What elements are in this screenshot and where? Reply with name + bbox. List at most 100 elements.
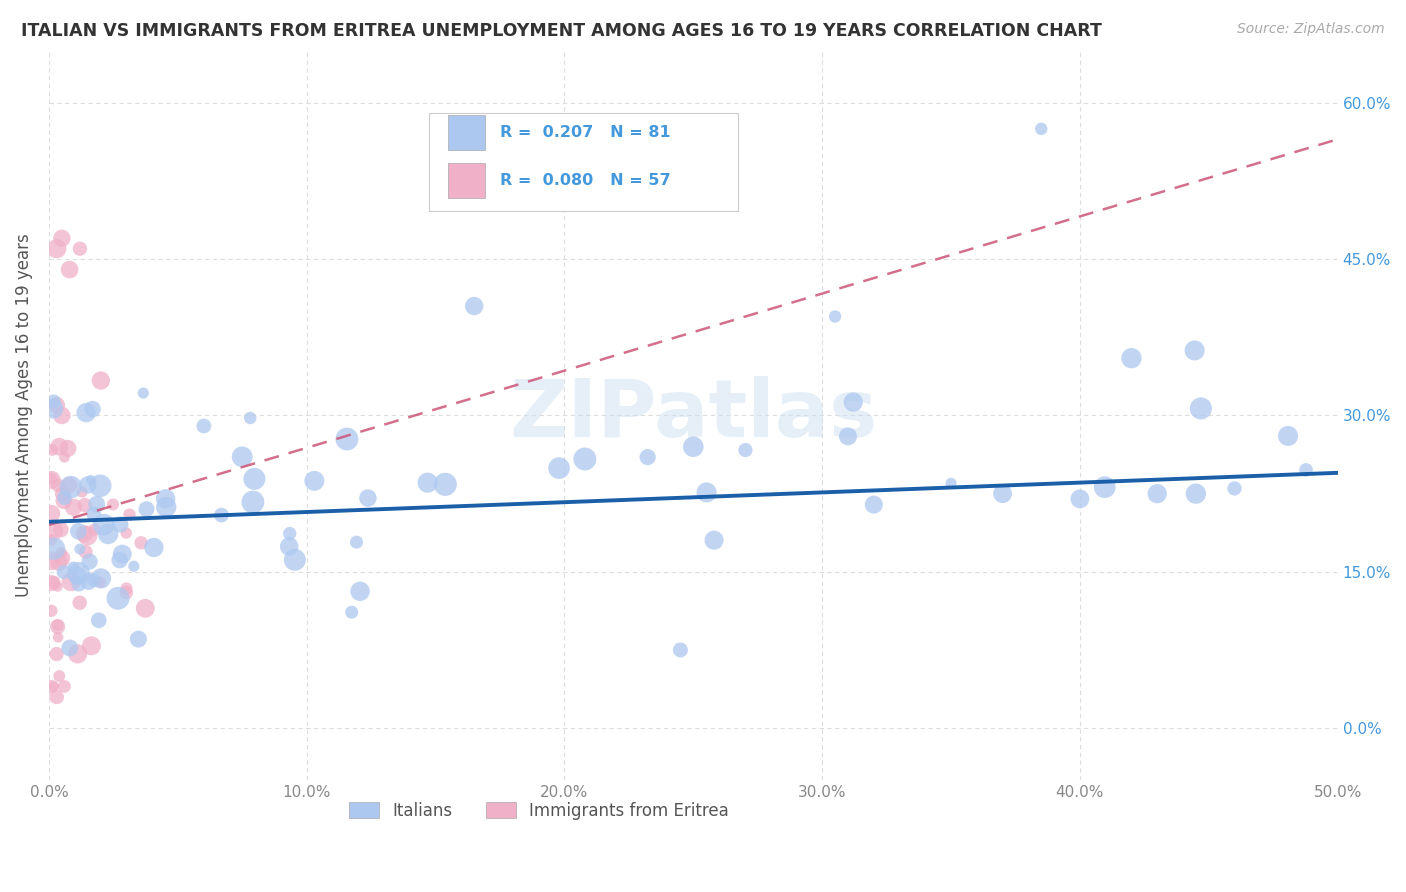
Point bbox=[73, 498, 96, 512]
Point bbox=[46, 478, 69, 492]
Point bbox=[46, 580, 69, 594]
Text: ZIPatlas: ZIPatlas bbox=[509, 376, 877, 455]
FancyBboxPatch shape bbox=[429, 112, 738, 211]
Point bbox=[1223, 482, 1246, 496]
Point bbox=[83, 523, 105, 537]
Point bbox=[243, 472, 266, 486]
Point bbox=[59, 574, 82, 589]
Point bbox=[336, 432, 359, 446]
Point bbox=[89, 575, 111, 590]
Point bbox=[45, 398, 67, 412]
Point bbox=[1031, 121, 1053, 136]
Point bbox=[1146, 486, 1168, 500]
Point bbox=[59, 480, 82, 494]
Point bbox=[76, 478, 98, 492]
Point bbox=[77, 574, 100, 589]
Point bbox=[90, 374, 112, 388]
Point bbox=[80, 639, 103, 653]
Point bbox=[242, 495, 264, 509]
Point bbox=[49, 546, 72, 560]
Point bbox=[734, 443, 756, 458]
Point bbox=[193, 419, 215, 434]
Point bbox=[991, 486, 1014, 500]
Point bbox=[135, 502, 157, 516]
Point bbox=[129, 536, 152, 550]
Point bbox=[41, 604, 63, 618]
Point bbox=[79, 555, 101, 569]
Point bbox=[42, 680, 65, 694]
Point bbox=[416, 475, 439, 490]
Point bbox=[682, 440, 704, 454]
Point bbox=[59, 640, 82, 655]
Point bbox=[67, 577, 90, 591]
Point bbox=[118, 508, 141, 522]
Point bbox=[1184, 343, 1206, 358]
Point bbox=[1189, 401, 1212, 416]
Point bbox=[62, 560, 84, 574]
Point bbox=[51, 409, 73, 423]
Point bbox=[349, 584, 371, 599]
Point bbox=[52, 565, 75, 579]
Point bbox=[209, 508, 232, 522]
Point bbox=[669, 643, 692, 657]
Point bbox=[703, 533, 725, 548]
Point bbox=[939, 476, 962, 491]
Point bbox=[239, 411, 262, 425]
Point bbox=[1121, 351, 1143, 366]
Point bbox=[73, 526, 96, 541]
Text: Source: ZipAtlas.com: Source: ZipAtlas.com bbox=[1237, 22, 1385, 37]
Point bbox=[107, 591, 129, 606]
Point bbox=[58, 262, 80, 277]
Point bbox=[69, 596, 91, 610]
Point bbox=[97, 527, 120, 541]
Point bbox=[155, 491, 177, 506]
Point bbox=[67, 524, 90, 539]
Point bbox=[862, 498, 884, 512]
Point bbox=[46, 619, 69, 633]
Text: R =  0.080   N = 57: R = 0.080 N = 57 bbox=[501, 173, 671, 188]
Point bbox=[42, 575, 65, 590]
Point bbox=[89, 479, 111, 493]
Point bbox=[70, 485, 93, 500]
Point bbox=[278, 526, 301, 541]
Point bbox=[463, 299, 485, 313]
Point bbox=[51, 551, 73, 566]
Point bbox=[83, 507, 105, 521]
Point bbox=[127, 632, 149, 647]
Point bbox=[346, 535, 368, 549]
Point bbox=[49, 523, 72, 537]
Text: R =  0.207   N = 81: R = 0.207 N = 81 bbox=[501, 125, 671, 140]
Point bbox=[48, 556, 70, 570]
Point bbox=[842, 395, 865, 409]
Text: ITALIAN VS IMMIGRANTS FROM ERITREA UNEMPLOYMENT AMONG AGES 16 TO 19 YEARS CORREL: ITALIAN VS IMMIGRANTS FROM ERITREA UNEMP… bbox=[21, 22, 1102, 40]
Point bbox=[62, 500, 84, 515]
Point bbox=[46, 630, 69, 644]
Point bbox=[52, 493, 75, 508]
Point bbox=[304, 474, 326, 488]
Point bbox=[41, 554, 63, 568]
Point bbox=[155, 500, 177, 514]
Point bbox=[53, 491, 76, 505]
Point bbox=[115, 582, 138, 596]
Point bbox=[1185, 486, 1208, 500]
Point bbox=[45, 690, 67, 704]
Point bbox=[1069, 491, 1091, 506]
Point bbox=[837, 429, 859, 443]
Point bbox=[69, 542, 91, 557]
Point bbox=[42, 524, 65, 538]
Point bbox=[696, 485, 718, 500]
Point bbox=[75, 545, 97, 559]
Point bbox=[41, 533, 63, 547]
Point bbox=[548, 461, 571, 475]
Point bbox=[69, 242, 91, 256]
Point bbox=[90, 571, 112, 585]
Point bbox=[108, 553, 131, 567]
Point bbox=[115, 585, 138, 599]
Point bbox=[284, 553, 307, 567]
Point bbox=[56, 442, 79, 456]
Point bbox=[58, 478, 80, 492]
Point bbox=[48, 669, 70, 683]
Point bbox=[111, 547, 134, 561]
Point bbox=[46, 618, 69, 632]
Point bbox=[82, 402, 104, 417]
